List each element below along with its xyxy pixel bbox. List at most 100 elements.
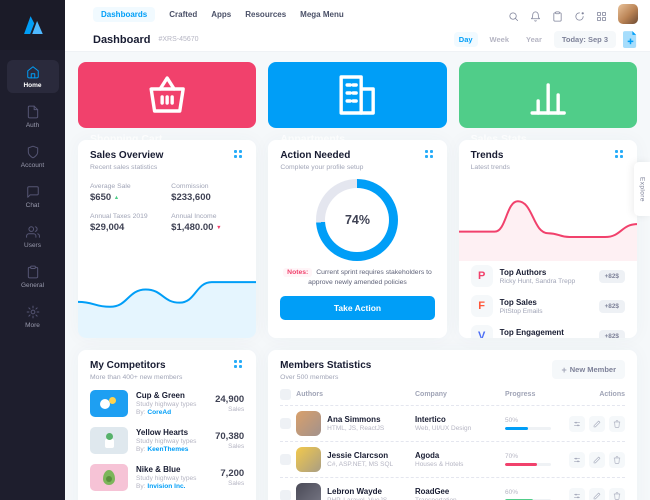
sidebar-item-account[interactable]: Account — [7, 140, 59, 173]
trend-name[interactable]: Top Authors — [499, 267, 547, 277]
card-menu-icon[interactable] — [614, 150, 625, 160]
member-name[interactable]: Ana Simmons — [327, 415, 381, 424]
trend-name[interactable]: Top Engagement — [499, 327, 564, 337]
row-checkbox[interactable] — [280, 454, 292, 465]
page-header-actions: Day Week Year Today: Sep 3 — [453, 31, 638, 48]
sidebar-item-home[interactable]: Home — [6, 60, 59, 93]
stat-average-sale: Average Sale $650 ▲ — [90, 183, 163, 203]
auth-file-icon — [26, 105, 40, 119]
member-name[interactable]: Lebron Wayde — [327, 487, 382, 496]
take-action-button[interactable]: Take Action — [280, 295, 435, 320]
trend-desc: Ricky Hunt, Sandra Trepp — [499, 277, 576, 285]
member-name[interactable]: Jessie Clarcson — [327, 451, 389, 460]
progress-fill — [505, 463, 538, 466]
new-member-button[interactable]: + New Member — [552, 360, 625, 379]
product-thumbnail — [90, 427, 128, 454]
card-menu-icon[interactable] — [424, 150, 435, 160]
stat-value: $650 — [90, 192, 112, 203]
sidebar-item-label: Home — [23, 82, 42, 89]
apps-grid-icon[interactable] — [596, 9, 607, 21]
by-link[interactable]: KeenThemes — [147, 446, 189, 453]
delete-trash-button[interactable] — [609, 451, 625, 468]
delete-trash-button[interactable] — [609, 415, 625, 432]
switch-action-button[interactable] — [569, 415, 585, 432]
updates-arc-icon[interactable] — [574, 9, 585, 21]
bottom-row: My Competitors More than 400+ new member… — [78, 350, 637, 500]
competitors-card: My Competitors More than 400+ new member… — [78, 350, 257, 500]
brand-f-icon: F — [470, 295, 493, 317]
sidebar-item-auth[interactable]: Auth — [7, 100, 59, 133]
topbar-actions — [508, 4, 638, 24]
nav-apps[interactable]: Apps — [211, 9, 232, 19]
competitor-name[interactable]: Yellow Hearts — [136, 428, 189, 437]
date-picker-button[interactable]: Today: Sep 3 — [553, 31, 616, 48]
switch-action-button[interactable] — [569, 451, 585, 468]
appartments-card[interactable]: Appartments Flats, Shared Rooms, Duplex — [268, 62, 447, 155]
row-checkbox[interactable] — [280, 490, 292, 500]
by-link[interactable]: CoreAd — [147, 409, 172, 416]
trend-desc: PitStop Emails — [499, 307, 543, 315]
card-title: Trends — [470, 150, 504, 161]
edit-pencil-button[interactable] — [589, 487, 605, 500]
competitor-row: Cup & Green Study highway types By: Core… — [90, 385, 244, 422]
page-code: #XRS-45670 — [158, 36, 199, 43]
by-link[interactable]: Invision Inc. — [147, 483, 186, 490]
sidebar-item-chat[interactable]: Chat — [7, 180, 59, 213]
topbar: Dashboards Crafted Apps Resources Mega M… — [65, 0, 650, 28]
company-industry: Web, UI/UX Design — [415, 425, 472, 432]
nav-resources[interactable]: Resources — [245, 9, 287, 19]
company-industry: Transportation — [415, 497, 505, 500]
home-icon — [26, 65, 40, 79]
column-authors: Authors — [296, 391, 324, 398]
shopping-cart-card[interactable]: Shopping Cart Lands, Houses, Ranchos, Fa… — [78, 62, 257, 155]
switch-action-button[interactable] — [569, 487, 585, 500]
edit-pencil-button[interactable] — [589, 451, 605, 468]
nav-mega-menu[interactable]: Mega Menu — [300, 9, 344, 19]
trend-item-top-engagement: V Top Engagement KT.com +82$ — [470, 321, 625, 338]
sidebar-item-users[interactable]: Users — [7, 220, 59, 253]
trend-item-top-sales: F Top Sales PitStop Emails +82$ — [470, 291, 625, 321]
members-statistics-card: Members Statistics Over 500 members + Ne… — [268, 350, 637, 500]
sales-stats-card[interactable]: Sales Stats 50% Increased for FY20 — [458, 62, 637, 155]
row-checkbox[interactable] — [280, 418, 292, 429]
sidebar-item-more[interactable]: More — [7, 300, 59, 333]
sidebar-item-general[interactable]: General — [7, 260, 59, 293]
delete-trash-button[interactable] — [609, 487, 625, 500]
competitor-desc: Study highway types — [136, 438, 197, 445]
card-menu-icon[interactable] — [234, 360, 244, 370]
content: Shopping Cart Lands, Houses, Ranchos, Fa… — [65, 52, 650, 500]
column-progress: Progress — [505, 391, 536, 398]
user-avatar[interactable] — [618, 4, 638, 24]
competitor-name[interactable]: Nike & Blue — [136, 465, 181, 474]
card-subtitle: Complete your profile setup — [280, 164, 364, 171]
competitor-name[interactable]: Cup & Green — [136, 391, 185, 400]
bar-chart-icon — [471, 83, 625, 123]
brand-v-icon: V — [470, 325, 493, 338]
company-industry: Houses & Hotels — [415, 461, 464, 468]
sidebar-item-label: Account — [20, 162, 45, 169]
range-year-button[interactable]: Year — [526, 35, 542, 44]
page-title: Dashboard — [93, 33, 151, 46]
nav-crafted[interactable]: Crafted — [169, 9, 198, 19]
nav-dashboards[interactable]: Dashboards — [93, 6, 156, 22]
tasks-clipboard-icon[interactable] — [552, 9, 563, 21]
trend-up-icon: ▲ — [113, 195, 120, 201]
company-name[interactable]: Agoda — [415, 451, 440, 460]
new-report-icon[interactable] — [623, 31, 638, 48]
trend-down-icon: ▼ — [216, 225, 222, 231]
explore-button[interactable]: Explore — [634, 162, 650, 216]
app-logo[interactable] — [0, 0, 65, 50]
range-day-button[interactable]: Day — [453, 32, 478, 47]
select-all-checkbox[interactable] — [280, 389, 292, 400]
bell-icon[interactable] — [530, 9, 541, 21]
company-name[interactable]: Intertico — [415, 415, 446, 424]
edit-pencil-button[interactable] — [589, 415, 605, 432]
range-week-button[interactable]: Week — [489, 35, 510, 44]
card-menu-icon[interactable] — [234, 150, 244, 160]
competitor-desc: Study highway types — [136, 401, 197, 408]
company-name[interactable]: RoadGee — [415, 487, 450, 496]
trend-name[interactable]: Top Sales — [499, 297, 537, 307]
competitor-by: By: CoreAd — [136, 409, 196, 416]
search-icon[interactable] — [508, 9, 519, 21]
brand-p-icon: P — [470, 265, 493, 287]
